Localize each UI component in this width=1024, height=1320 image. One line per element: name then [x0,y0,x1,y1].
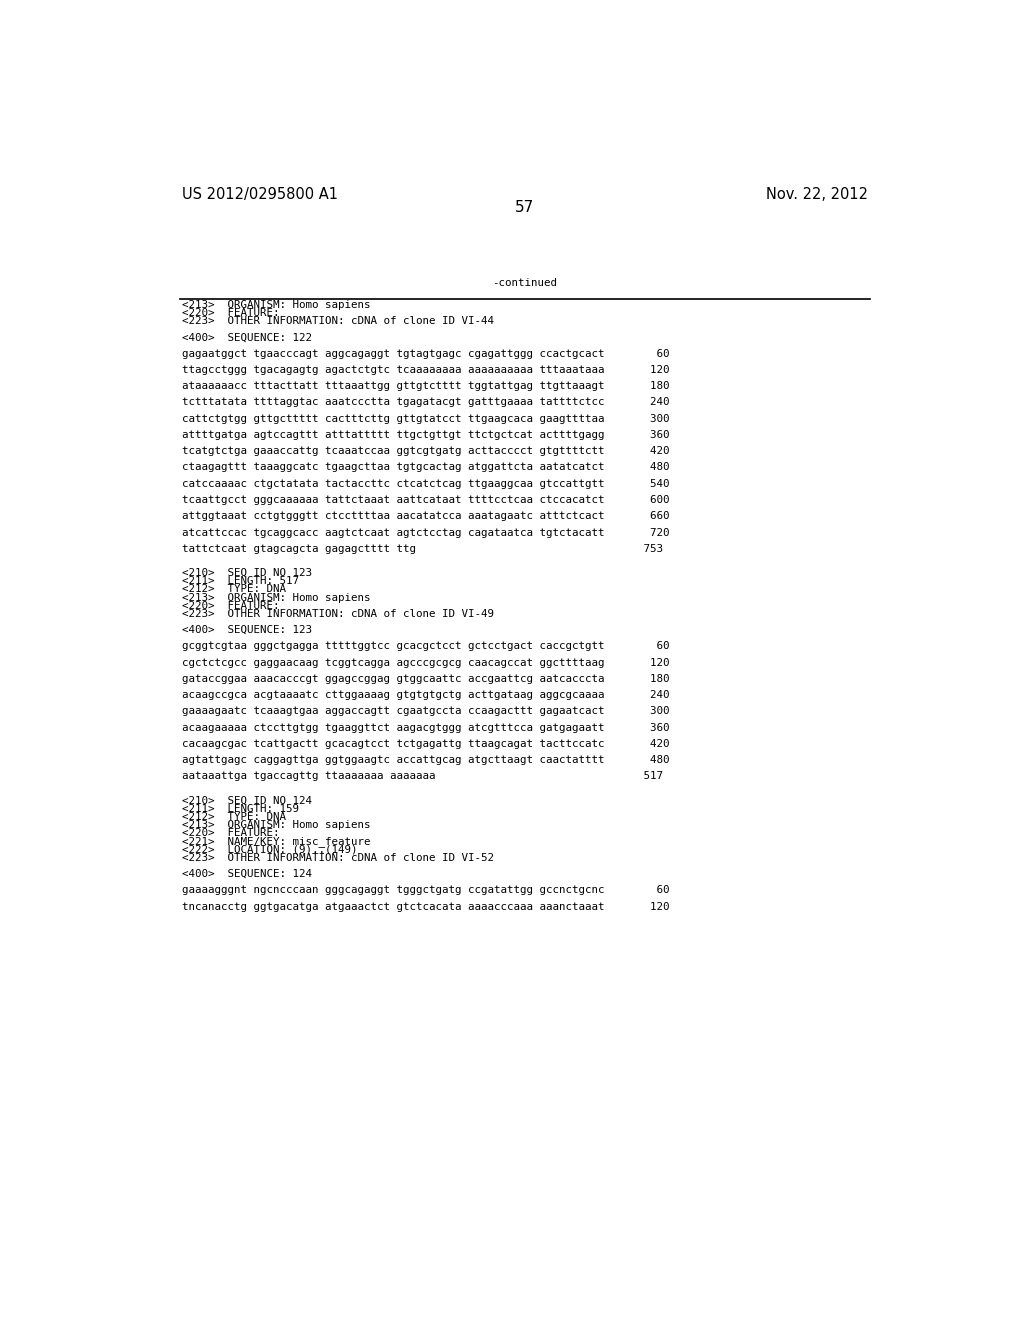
Text: <211>  LENGTH: 517: <211> LENGTH: 517 [182,577,299,586]
Text: <223>  OTHER INFORMATION: cDNA of clone ID VI-49: <223> OTHER INFORMATION: cDNA of clone I… [182,609,494,619]
Text: ctaagagttt taaaggcatc tgaagcttaa tgtgcactag atggattcta aatatcatct       480: ctaagagttt taaaggcatc tgaagcttaa tgtgcac… [182,462,670,473]
Text: cgctctcgcc gaggaacaag tcggtcagga agcccgcgcg caacagccat ggcttttaag       120: cgctctcgcc gaggaacaag tcggtcagga agcccgc… [182,657,670,668]
Text: gagaatggct tgaacccagt aggcagaggt tgtagtgagc cgagattggg ccactgcact        60: gagaatggct tgaacccagt aggcagaggt tgtagtg… [182,348,670,359]
Text: <220>  FEATURE:: <220> FEATURE: [182,601,280,611]
Text: gataccggaa aaacacccgt ggagccggag gtggcaattc accgaattcg aatcacccta       180: gataccggaa aaacacccgt ggagccggag gtggcaa… [182,675,670,684]
Text: Nov. 22, 2012: Nov. 22, 2012 [766,187,867,202]
Text: -continued: -continued [493,279,557,289]
Text: cacaagcgac tcattgactt gcacagtcct tctgagattg ttaagcagat tacttccatc       420: cacaagcgac tcattgactt gcacagtcct tctgaga… [182,739,670,748]
Text: <223>  OTHER INFORMATION: cDNA of clone ID VI-44: <223> OTHER INFORMATION: cDNA of clone I… [182,315,494,326]
Text: <213>  ORGANISM: Homo sapiens: <213> ORGANISM: Homo sapiens [182,593,371,602]
Text: agtattgagc caggagttga ggtggaagtc accattgcag atgcttaagt caactatttt       480: agtattgagc caggagttga ggtggaagtc accattg… [182,755,670,766]
Text: <212>  TYPE: DNA: <212> TYPE: DNA [182,585,286,594]
Text: gaaaagaatc tcaaagtgaa aggaccagtt cgaatgccta ccaagacttt gagaatcact       300: gaaaagaatc tcaaagtgaa aggaccagtt cgaatgc… [182,706,670,717]
Text: <220>  FEATURE:: <220> FEATURE: [182,829,280,838]
Text: <222>  LOCATION: (9)..(149): <222> LOCATION: (9)..(149) [182,845,357,854]
Text: US 2012/0295800 A1: US 2012/0295800 A1 [182,187,338,202]
Text: catccaaaac ctgctatata tactaccttc ctcatctcag ttgaaggcaa gtccattgtt       540: catccaaaac ctgctatata tactaccttc ctcatct… [182,479,670,488]
Text: <213>  ORGANISM: Homo sapiens: <213> ORGANISM: Homo sapiens [182,820,371,830]
Text: aataaattga tgaccagttg ttaaaaaaa aaaaaaa                                517: aataaattga tgaccagttg ttaaaaaaa aaaaaaa … [182,771,663,781]
Text: ataaaaaacc tttacttatt tttaaattgg gttgtctttt tggtattgag ttgttaaagt       180: ataaaaaacc tttacttatt tttaaattgg gttgtct… [182,381,670,391]
Text: atcattccac tgcaggcacc aagtctcaat agtctcctag cagataatca tgtctacatt       720: atcattccac tgcaggcacc aagtctcaat agtctcc… [182,528,670,537]
Text: gaaaagggnt ngcncccaan gggcagaggt tgggctgatg ccgatattgg gccnctgcnc        60: gaaaagggnt ngcncccaan gggcagaggt tgggctg… [182,886,670,895]
Text: <213>  ORGANISM: Homo sapiens: <213> ORGANISM: Homo sapiens [182,300,371,310]
Text: acaagaaaaa ctccttgtgg tgaaggttct aagacgtggg atcgtttcca gatgagaatt       360: acaagaaaaa ctccttgtgg tgaaggttct aagacgt… [182,722,670,733]
Text: attggtaaat cctgtgggtt ctccttttaa aacatatcca aaatagaatc atttctcact       660: attggtaaat cctgtgggtt ctccttttaa aacatat… [182,511,670,521]
Text: <223>  OTHER INFORMATION: cDNA of clone ID VI-52: <223> OTHER INFORMATION: cDNA of clone I… [182,853,494,863]
Text: attttgatga agtccagttt atttattttt ttgctgttgt ttctgctcat acttttgagg       360: attttgatga agtccagttt atttattttt ttgctgt… [182,430,670,440]
Text: <220>  FEATURE:: <220> FEATURE: [182,308,280,318]
Text: 57: 57 [515,201,535,215]
Text: tncanacctg ggtgacatga atgaaactct gtctcacata aaaacccaaa aaanctaaat       120: tncanacctg ggtgacatga atgaaactct gtctcac… [182,902,670,912]
Text: tctttatata ttttaggtac aaatccctta tgagatacgt gatttgaaaa tattttctcc       240: tctttatata ttttaggtac aaatccctta tgagata… [182,397,670,408]
Text: <211>  LENGTH: 159: <211> LENGTH: 159 [182,804,299,814]
Text: ttagcctggg tgacagagtg agactctgtc tcaaaaaaaa aaaaaaaaaa tttaaataaa       120: ttagcctggg tgacagagtg agactctgtc tcaaaaa… [182,364,670,375]
Text: cattctgtgg gttgcttttt cactttcttg gttgtatcct ttgaagcaca gaagttttaa       300: cattctgtgg gttgcttttt cactttcttg gttgtat… [182,413,670,424]
Text: <210>  SEQ ID NO 123: <210> SEQ ID NO 123 [182,568,312,578]
Text: tcaattgcct gggcaaaaaa tattctaaat aattcataat ttttcctcaa ctccacatct       600: tcaattgcct gggcaaaaaa tattctaaat aattcat… [182,495,670,506]
Text: <221>  NAME/KEY: misc_feature: <221> NAME/KEY: misc_feature [182,836,371,846]
Text: tcatgtctga gaaaccattg tcaaatccaa ggtcgtgatg acttacccct gtgttttctt       420: tcatgtctga gaaaccattg tcaaatccaa ggtcgtg… [182,446,670,457]
Text: acaagccgca acgtaaaatc cttggaaaag gtgtgtgctg acttgataag aggcgcaaaa       240: acaagccgca acgtaaaatc cttggaaaag gtgtgtg… [182,690,670,700]
Text: <400>  SEQUENCE: 124: <400> SEQUENCE: 124 [182,869,312,879]
Text: <210>  SEQ ID NO 124: <210> SEQ ID NO 124 [182,796,312,805]
Text: tattctcaat gtagcagcta gagagctttt ttg                                   753: tattctcaat gtagcagcta gagagctttt ttg 753 [182,544,663,554]
Text: <400>  SEQUENCE: 122: <400> SEQUENCE: 122 [182,333,312,342]
Text: <212>  TYPE: DNA: <212> TYPE: DNA [182,812,286,822]
Text: <400>  SEQUENCE: 123: <400> SEQUENCE: 123 [182,626,312,635]
Text: gcggtcgtaa gggctgagga tttttggtcc gcacgctcct gctcctgact caccgctgtt        60: gcggtcgtaa gggctgagga tttttggtcc gcacgct… [182,642,670,651]
